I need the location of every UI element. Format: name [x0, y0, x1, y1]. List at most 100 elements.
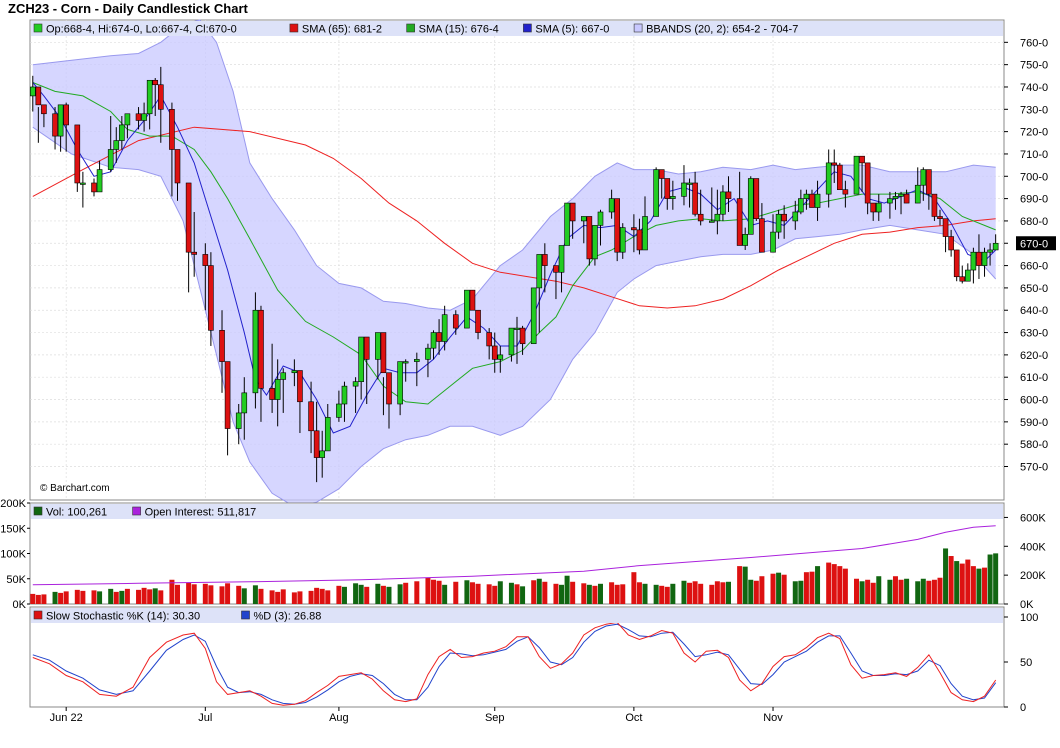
volume-bar	[692, 581, 698, 604]
candle-body	[937, 216, 943, 219]
watermark: © Barchart.com	[40, 483, 110, 494]
candle-body	[224, 361, 231, 429]
volume-bar	[80, 590, 86, 604]
volume-bar	[987, 554, 993, 604]
volume-bar	[737, 566, 743, 604]
x-tick-label: Aug	[329, 712, 349, 724]
candle-body	[414, 359, 420, 362]
volume-bar	[536, 578, 542, 604]
candle-body	[135, 113, 142, 121]
volume-bar	[225, 583, 231, 604]
volume-bar	[920, 578, 926, 604]
price-legend-item: Op:668-4, Hi:674-0, Lo:667-4, Cl:670-0	[46, 24, 237, 36]
price-tick-label: 570-0	[1020, 462, 1048, 474]
volume-bar	[252, 585, 258, 604]
volume-bar	[870, 582, 876, 604]
candle-body	[619, 227, 626, 253]
price-tick-label: 640-0	[1020, 305, 1048, 317]
candle-body	[580, 216, 587, 222]
volume-bar	[147, 589, 153, 604]
price-legend-item: BBANDS (20, 2): 654-2 - 704-7	[646, 24, 798, 36]
candle-body	[870, 202, 877, 213]
candle-body	[747, 178, 754, 235]
candle-body	[63, 104, 69, 126]
volume-bar	[124, 588, 130, 604]
volume-bar	[58, 592, 64, 604]
candle-body	[814, 193, 821, 208]
volume-bar	[158, 590, 164, 604]
chart-title: ZCH23 - Corn - Daily Candlestick Chart	[8, 1, 248, 16]
blue-square-icon	[241, 610, 250, 620]
volume-bar	[553, 583, 559, 604]
candle-body	[976, 251, 982, 266]
stochastic-k-line	[32, 621, 997, 706]
candle-body	[297, 370, 303, 403]
volume-bar	[336, 585, 342, 604]
oi-tick-label: 600K	[1020, 512, 1046, 524]
candle-body	[519, 327, 526, 345]
candle-body	[486, 332, 492, 347]
candle-body	[792, 211, 799, 222]
candle-body	[987, 249, 993, 253]
volume-legend-item: Vol: 100,261	[46, 507, 107, 519]
price-tick-label: 590-0	[1020, 417, 1048, 429]
candle-body	[597, 211, 604, 226]
candle-body	[948, 236, 954, 251]
price-tick-label: 760-0	[1020, 37, 1048, 49]
volume-bar	[508, 582, 514, 604]
volume-bar	[364, 586, 370, 604]
volume-bar	[497, 581, 503, 604]
stochastic-legend-item: Slow Stochastic %K (14): 30.30	[46, 611, 200, 623]
volume-bar	[642, 583, 648, 604]
candle-body	[124, 113, 131, 126]
volume-bar	[570, 581, 576, 604]
volume-bar	[174, 584, 180, 604]
candle-body	[313, 430, 320, 458]
volume-bar	[191, 584, 197, 604]
candle-body	[508, 327, 515, 356]
candle-body	[681, 182, 687, 197]
volume-bar	[898, 579, 904, 604]
price-tick-label: 710-0	[1020, 149, 1048, 161]
volume-bar	[798, 580, 804, 604]
candle-body	[363, 336, 370, 360]
candle-body	[959, 276, 966, 282]
volume-bar	[770, 573, 776, 604]
volume-bar	[63, 591, 69, 604]
volume-tick-label: 200K	[0, 498, 26, 510]
price-tick-label: 660-0	[1020, 261, 1048, 273]
candle-body	[258, 309, 264, 389]
green-square-icon	[33, 506, 43, 516]
volume-bar	[681, 580, 687, 604]
volume-bar	[241, 588, 247, 604]
candle-body	[452, 314, 459, 329]
price-legend-band	[31, 21, 1003, 36]
candle-body	[636, 229, 643, 251]
price-tick-label: 630-0	[1020, 328, 1048, 340]
volume-bar	[269, 590, 275, 604]
x-tick-label: Nov	[763, 712, 783, 724]
candle-body	[464, 289, 470, 329]
volume-bar	[876, 576, 882, 604]
volume-bar	[141, 587, 147, 604]
volume-bar	[169, 579, 175, 604]
last-price-tag	[1016, 236, 1056, 251]
candle-body	[725, 191, 732, 199]
candle-body	[631, 227, 637, 231]
volume-bar	[208, 585, 214, 604]
price-tick-label: 690-0	[1020, 194, 1048, 206]
volume-bar	[887, 579, 893, 604]
lavender-square-icon	[633, 23, 643, 33]
price-tick-label: 740-0	[1020, 82, 1048, 94]
stochastic-frame	[29, 606, 1005, 708]
volume-bar	[709, 584, 715, 604]
candle-body	[953, 249, 960, 278]
volume-bar	[325, 590, 331, 604]
volume-bar	[358, 584, 364, 604]
volume-bar	[915, 581, 921, 604]
candle-body	[809, 193, 815, 208]
volume-bar	[854, 578, 860, 604]
candle-body	[742, 234, 748, 246]
candle-body	[775, 213, 782, 233]
